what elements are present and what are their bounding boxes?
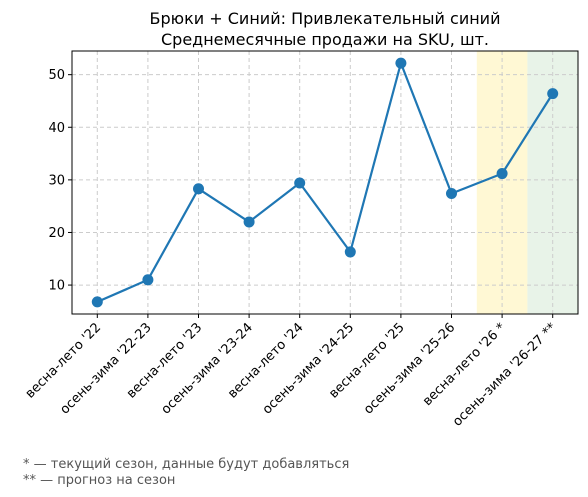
x-tick-label: осень-зима '23-24: [159, 320, 256, 417]
data-point: [294, 177, 306, 189]
x-tick-label: осень-зима '22-23: [57, 320, 154, 417]
data-point: [243, 216, 255, 228]
chart-subtitle: Среднемесячные продажи на SKU, шт.: [161, 30, 489, 49]
season-highlights: [476, 51, 578, 314]
plot-frame: [71, 50, 579, 315]
data-point: [142, 274, 154, 286]
series-line: [96, 61, 554, 303]
data-point: [496, 168, 508, 180]
y-tick-label: 10: [48, 279, 65, 294]
x-tick-label: осень-зима '24-25: [260, 320, 357, 417]
footnote-forecast: ** — прогноз на сезон: [23, 473, 176, 488]
y-tick-label: 30: [48, 173, 65, 188]
y-tick-label: 20: [48, 226, 65, 241]
y-tick-label: 40: [48, 121, 65, 136]
series: [91, 57, 559, 308]
data-point: [91, 296, 103, 308]
x-tick-label: осень-зима '26-27 **: [450, 320, 560, 430]
footnote-current-season: * — текущий сезон, данные будут добавлят…: [23, 457, 350, 472]
highlight-band: [476, 51, 528, 314]
data-point: [446, 188, 457, 200]
data-point: [193, 183, 204, 195]
y-tick-label: 50: [48, 68, 65, 83]
grid: [72, 51, 578, 314]
x-tick-label: осень-зима '25-26: [361, 320, 458, 417]
chart-title: Брюки + Синий: Привлекательный синий: [150, 9, 501, 28]
data-point: [344, 246, 356, 258]
data-point: [547, 88, 559, 100]
data-point: [395, 57, 407, 69]
